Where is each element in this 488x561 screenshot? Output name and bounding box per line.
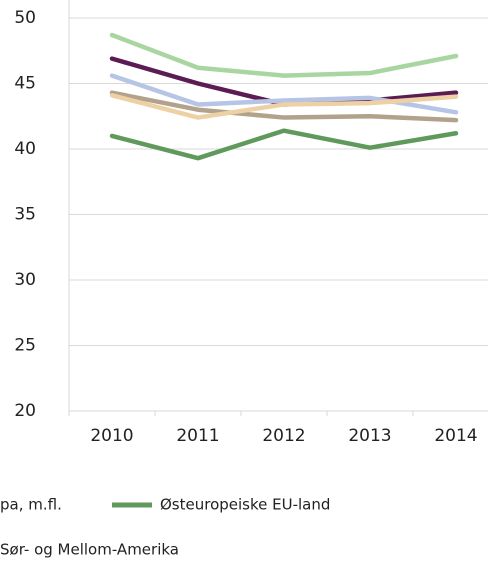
line-series <box>109 93 459 120</box>
y-tick-label: 30 <box>14 270 36 290</box>
legend-label: pa, m.fl. <box>0 496 62 514</box>
y-tick-label: 45 <box>14 74 36 94</box>
x-tick-label: 2011 <box>176 426 219 446</box>
y-tick-label: 20 <box>14 401 36 421</box>
x-tick-label: 2012 <box>262 426 305 446</box>
y-tick-label: 25 <box>14 336 36 356</box>
y-tick-label: 50 <box>14 8 36 28</box>
line-series <box>109 32 459 78</box>
y-tick-label: 40 <box>14 139 36 159</box>
x-tick-label: 2014 <box>434 426 477 446</box>
legend-label: Østeuropeiske EU-land <box>160 496 330 514</box>
x-tick-label: 2010 <box>90 426 133 446</box>
line-series <box>109 128 459 161</box>
y-tick-label: 35 <box>14 205 36 225</box>
line-series <box>109 90 459 123</box>
x-tick-label: 2013 <box>348 426 391 446</box>
legend-label: Sør- og Mellom-Amerika <box>0 541 179 559</box>
